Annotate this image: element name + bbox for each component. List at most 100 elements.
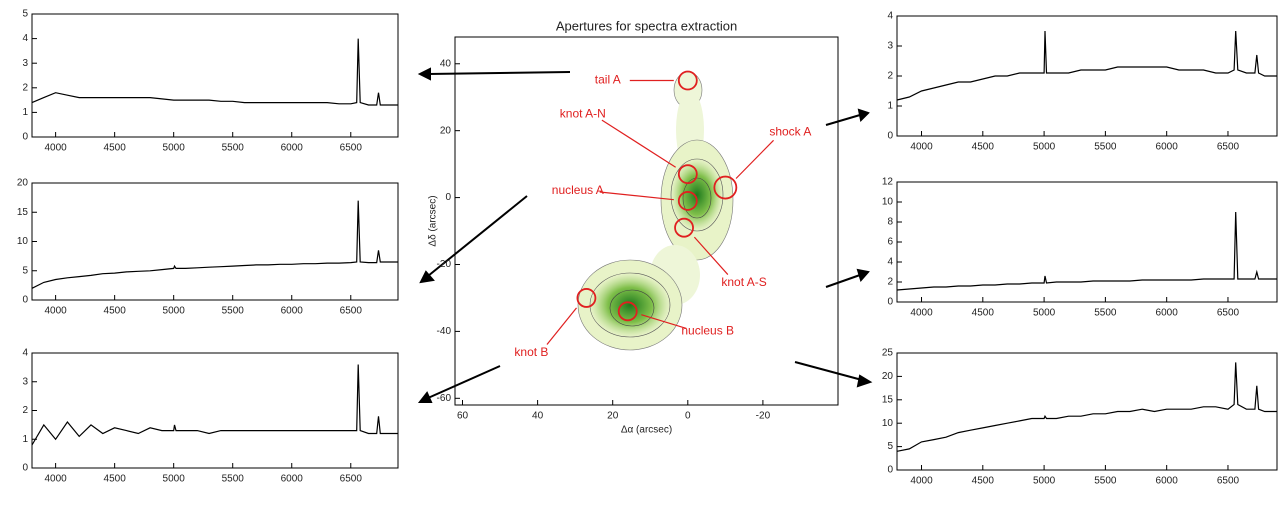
y-tick-label: 4 xyxy=(22,33,28,44)
spectrum-line xyxy=(31,38,398,106)
plot-frame xyxy=(896,352,1278,471)
x-tick-label: 5000 xyxy=(1033,308,1056,319)
x-tick-label: 6000 xyxy=(1156,308,1179,319)
x-tick-label: 4500 xyxy=(104,143,127,154)
y-tick-label: 10 xyxy=(882,418,894,429)
x-tick-label: 6000 xyxy=(1156,142,1179,153)
x-tick-label: 6500 xyxy=(1217,142,1240,153)
aperture xyxy=(617,301,638,322)
aperture-label: nucleus A xyxy=(552,183,604,197)
x-axis-label: Δα (arcsec) xyxy=(621,425,672,436)
x-tick-label: 5000 xyxy=(163,143,186,154)
y-tick-label: 0 xyxy=(887,297,893,308)
y-tick-label: -20 xyxy=(437,259,452,270)
plot-frame xyxy=(31,13,399,138)
x-tick-label: 4500 xyxy=(972,308,995,319)
x-tick-label: 5500 xyxy=(1094,142,1117,153)
pointer-arrow xyxy=(693,236,729,275)
spectrum-line xyxy=(31,200,398,289)
x-tick-label: 6500 xyxy=(340,306,363,317)
y-tick-label: 2 xyxy=(887,277,893,288)
y-tick-label: 0 xyxy=(445,192,451,203)
x-tick-label: 40 xyxy=(532,411,544,422)
x-tick-label: 4500 xyxy=(104,306,127,317)
y-tick-label: 4 xyxy=(887,257,893,268)
x-tick-label: 5500 xyxy=(222,306,245,317)
y-tick-label: 4 xyxy=(887,11,893,22)
y-tick-label: 5 xyxy=(22,9,28,20)
aperture xyxy=(713,175,738,200)
x-tick-label: 4500 xyxy=(104,474,127,485)
plot-frame xyxy=(896,181,1278,303)
y-tick-label: 0 xyxy=(887,465,893,476)
y-tick-label: 5 xyxy=(22,265,28,276)
y-tick-label: 3 xyxy=(22,58,28,69)
plot-frame xyxy=(896,15,1278,137)
y-tick-label: 5 xyxy=(887,441,893,452)
y-tick-label: 1 xyxy=(22,434,28,445)
aperture-label: knot A-S xyxy=(721,275,766,289)
spectrum-line xyxy=(896,211,1277,291)
y-tick-label: 20 xyxy=(17,178,29,189)
x-tick-label: 4500 xyxy=(972,476,995,487)
x-tick-label: 5500 xyxy=(222,474,245,485)
x-tick-label: 6000 xyxy=(281,306,304,317)
y-tick-label: 2 xyxy=(22,405,28,416)
y-tick-label: 3 xyxy=(22,376,28,387)
y-tick-label: 20 xyxy=(882,371,894,382)
aperture-label: nucleus B xyxy=(681,323,734,337)
x-tick-label: 20 xyxy=(607,411,619,422)
x-tick-label: 6000 xyxy=(281,143,304,154)
y-tick-label: 0 xyxy=(887,131,893,142)
x-tick-label: 6500 xyxy=(340,474,363,485)
x-tick-label: 5500 xyxy=(1094,308,1117,319)
aperture-label: knot B xyxy=(514,345,548,359)
x-tick-label: 4500 xyxy=(972,142,995,153)
x-tick-label: 6000 xyxy=(1156,476,1179,487)
chart-title: Apertures for spectra extraction xyxy=(556,18,737,33)
y-tick-label: 25 xyxy=(882,348,894,359)
plot-frame xyxy=(31,352,399,469)
y-tick-label: 40 xyxy=(440,58,452,69)
x-tick-label: 5000 xyxy=(163,474,186,485)
y-tick-label: 15 xyxy=(882,394,894,405)
y-tick-label: 3 xyxy=(887,41,893,52)
y-tick-label: 8 xyxy=(887,217,893,228)
x-tick-label: 5000 xyxy=(163,306,186,317)
pointer-arrow xyxy=(599,191,674,201)
x-tick-label: 4000 xyxy=(910,476,933,487)
x-tick-label: 6500 xyxy=(1217,308,1240,319)
pointer-arrow xyxy=(601,119,676,168)
y-tick-label: 0 xyxy=(22,295,28,306)
x-tick-label: 6000 xyxy=(281,474,304,485)
aperture-label: tail A xyxy=(595,73,621,87)
aperture xyxy=(677,191,698,211)
aperture-label: knot A-N xyxy=(560,106,606,120)
aperture xyxy=(576,288,597,308)
x-tick-label: 60 xyxy=(457,411,469,422)
x-tick-label: 0 xyxy=(685,411,691,422)
pointer-arrow xyxy=(641,314,687,329)
aperture-label: shock A xyxy=(769,125,811,139)
y-tick-label: 20 xyxy=(440,125,452,136)
x-tick-label: 5000 xyxy=(1033,142,1056,153)
spectrum-line xyxy=(31,364,398,446)
plot-frame xyxy=(31,182,399,301)
pointer-arrow xyxy=(546,307,577,345)
pointer-arrow xyxy=(735,139,774,179)
y-tick-label: -60 xyxy=(437,393,452,404)
y-tick-label: 15 xyxy=(17,207,29,218)
y-tick-label: 10 xyxy=(882,197,894,208)
y-tick-label: 12 xyxy=(882,177,894,188)
spectrum-line xyxy=(896,362,1277,452)
x-tick-label: 6500 xyxy=(1217,476,1240,487)
aperture xyxy=(677,164,698,185)
y-tick-label: 2 xyxy=(22,82,28,93)
spectrum-line xyxy=(896,30,1277,101)
y-tick-label: 0 xyxy=(22,463,28,474)
x-tick-label: -20 xyxy=(756,411,771,422)
x-tick-label: 4000 xyxy=(44,306,67,317)
x-tick-label: 4000 xyxy=(44,143,67,154)
